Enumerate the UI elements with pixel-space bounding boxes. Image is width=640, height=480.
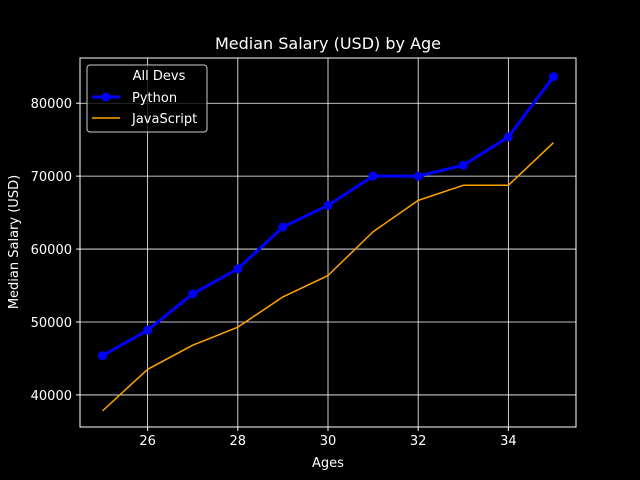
series-layer <box>98 72 558 412</box>
x-axis-label: Ages <box>312 456 344 471</box>
chart-title: Median Salary (USD) by Age <box>215 34 441 53</box>
y-tick-label: 70000 <box>31 170 72 185</box>
data-point-python <box>368 171 378 181</box>
x-tick-label: 30 <box>320 434 337 449</box>
grid <box>80 58 576 427</box>
x-tick-label: 32 <box>410 434 427 449</box>
data-point-python <box>98 351 108 361</box>
y-tick-label: 60000 <box>31 243 72 258</box>
legend-box <box>86 64 208 133</box>
y-axis-label: Median Salary (USD) <box>7 175 22 309</box>
x-tick-label: 26 <box>139 434 156 449</box>
legend-python-label: Python <box>132 91 177 106</box>
data-point-python <box>143 325 153 335</box>
x-axis-ticks: 26 28 30 32 34 <box>139 427 517 449</box>
data-point-python <box>548 72 558 82</box>
data-point-python <box>323 200 333 210</box>
x-tick-label: 34 <box>500 434 517 449</box>
y-axis-ticks: 40000 50000 60000 70000 80000 <box>31 97 80 404</box>
legend-javascript-label: JavaScript <box>131 112 197 127</box>
data-point-python <box>413 171 423 181</box>
data-point-python <box>503 132 513 142</box>
legend-python-marker <box>101 92 111 102</box>
data-point-python <box>233 264 243 274</box>
x-tick-label: 28 <box>230 434 247 449</box>
data-point-python <box>278 222 288 232</box>
series-line-javascript <box>102 142 554 412</box>
y-tick-label: 40000 <box>31 389 72 404</box>
legend-title: All Devs <box>133 69 186 84</box>
data-point-python <box>188 289 198 299</box>
legend: All Devs Python JavaScript <box>86 64 208 133</box>
y-tick-label: 80000 <box>31 97 72 112</box>
y-tick-label: 50000 <box>31 316 72 331</box>
data-point-python <box>458 160 468 170</box>
